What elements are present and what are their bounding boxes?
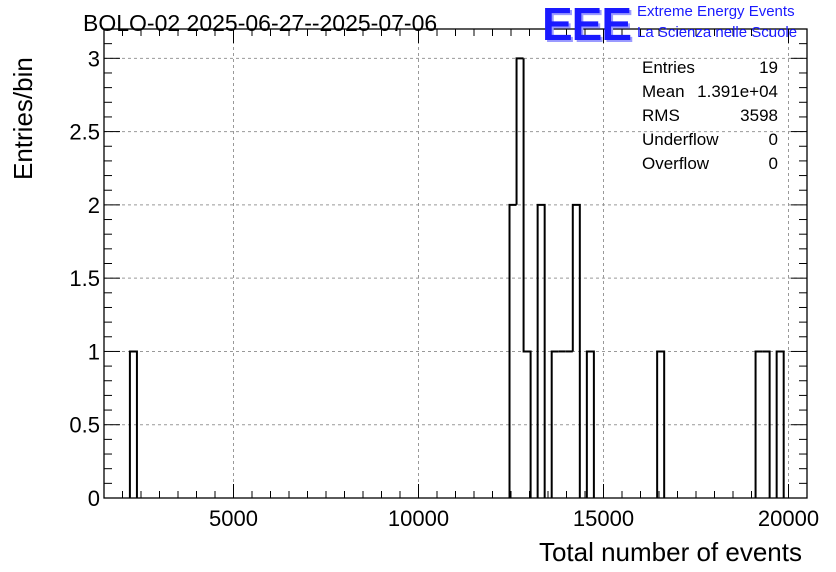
y-tick-label: 1.5 xyxy=(69,266,100,291)
histogram-bin xyxy=(656,350,666,498)
x-axis-label: Total number of events xyxy=(538,537,802,567)
histogram-bin xyxy=(550,350,559,498)
stat-mean: Mean 1.391e+04 xyxy=(640,82,780,106)
eee-logo: EEE xyxy=(542,0,632,50)
histogram-bin xyxy=(508,203,517,498)
chart-title: BOLO-02 2025-06-27--2025-07-06 xyxy=(83,10,438,36)
histogram-bin xyxy=(536,203,546,498)
stat-value: 1.391e+04 xyxy=(697,82,778,101)
x-tick-label: 10000 xyxy=(388,506,449,531)
histogram-bin xyxy=(571,203,581,498)
stat-label: Entries xyxy=(642,58,695,77)
logo-line-2: La Scienza nelle Scuole xyxy=(637,24,798,41)
stat-underflow: Underflow 0 xyxy=(640,130,780,154)
histogram-bin xyxy=(754,350,763,498)
stat-label: Underflow xyxy=(642,130,719,149)
stat-overflow: Overflow 0 xyxy=(640,154,780,178)
y-axis-label: Entries/bin xyxy=(8,57,38,180)
histogram-bin xyxy=(522,58,532,498)
histogram-bin xyxy=(515,57,524,205)
y-tick-label: 2 xyxy=(88,193,100,218)
plot-frame xyxy=(103,28,808,499)
y-tick-label: 2.5 xyxy=(69,120,100,145)
stat-value: 0 xyxy=(768,154,778,173)
stat-entries: Entries 19 xyxy=(640,58,780,82)
histogram-bin xyxy=(128,350,138,498)
histogram-bin xyxy=(585,350,595,498)
stats-box: Entries 19 Mean 1.391e+04 RMS 3598 Under… xyxy=(640,58,780,178)
x-tick-label: 15000 xyxy=(573,506,634,531)
stat-label: Overflow xyxy=(642,154,710,173)
stat-value: 0 xyxy=(768,130,778,149)
y-tick-label: 0 xyxy=(88,486,100,511)
logo-line-1: Extreme Energy Events xyxy=(637,3,795,20)
stat-value: 19 xyxy=(759,58,778,77)
y-tick-label: 1 xyxy=(88,339,100,364)
histogram-bin xyxy=(775,350,785,498)
x-tick-label: 20000 xyxy=(758,506,819,531)
stat-rms: RMS 3598 xyxy=(640,106,780,130)
histogram-bin xyxy=(762,350,771,498)
x-tick-label: 5000 xyxy=(209,506,258,531)
y-tick-label: 0.5 xyxy=(69,413,100,438)
stat-label: Mean xyxy=(642,82,685,101)
stat-label: RMS xyxy=(642,106,680,125)
stat-value: 3598 xyxy=(740,106,778,125)
y-tick-label: 3 xyxy=(88,46,100,71)
